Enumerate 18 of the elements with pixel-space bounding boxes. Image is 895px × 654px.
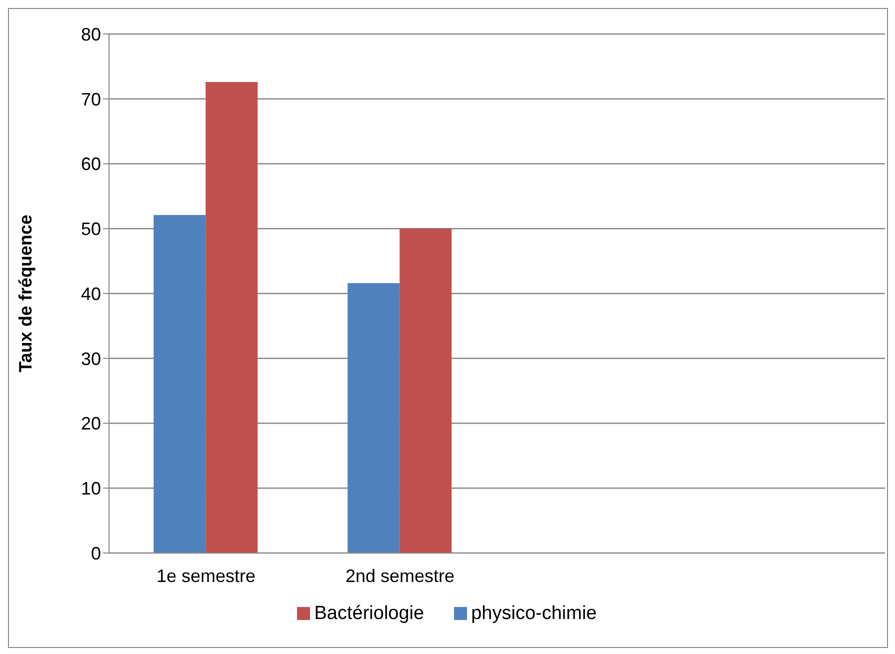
legend-label: Bactériologie (314, 603, 424, 624)
y-tick-label: 50 (80, 219, 101, 240)
y-tick-label: 70 (80, 89, 101, 110)
bar (400, 228, 452, 553)
x-tick-label: 2nd semestre (345, 566, 455, 586)
y-tick-label: 30 (80, 348, 101, 369)
y-tick-label: 20 (80, 414, 101, 434)
y-tick-label: 0 (90, 543, 101, 564)
y-tick-label: 10 (80, 478, 101, 499)
bar (206, 82, 258, 553)
x-tick-label: 1e semestre (156, 566, 256, 586)
y-tick-label: 60 (80, 154, 101, 174)
legend-label: physico-chimie (471, 603, 597, 624)
bar (154, 215, 206, 553)
y-axis-title: Taux de fréquence (15, 214, 36, 372)
y-tick-label: 80 (80, 24, 101, 44)
bar (348, 283, 400, 553)
y-tick-label: 40 (80, 284, 101, 304)
